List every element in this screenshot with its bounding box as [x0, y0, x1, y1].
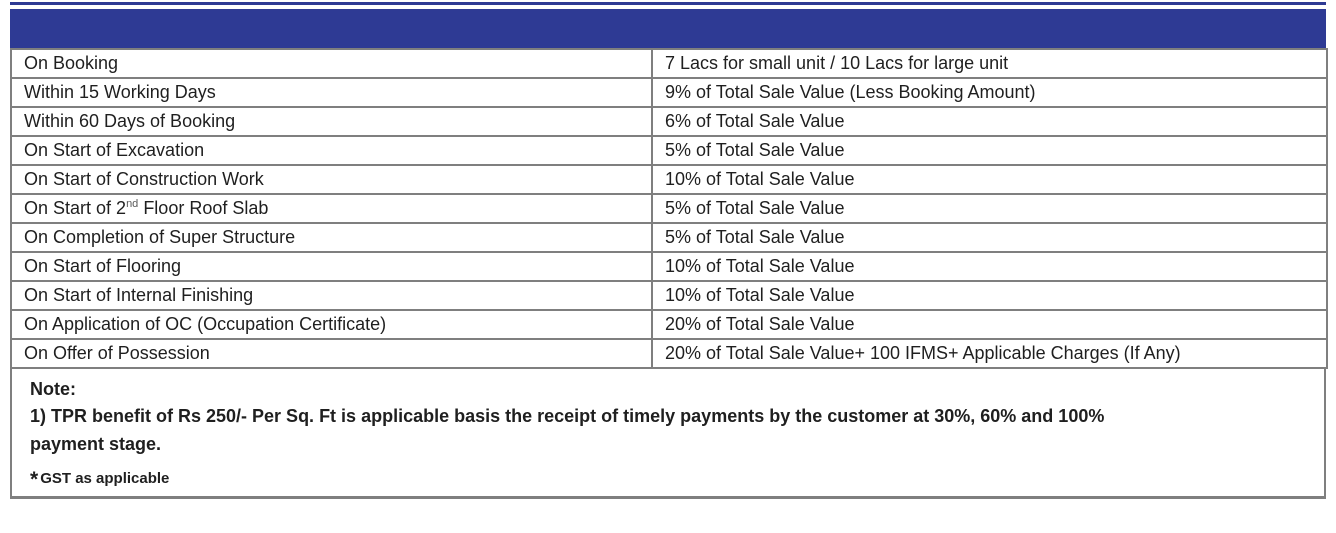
- milestone-cell: On Start of Internal Finishing: [10, 280, 653, 311]
- table-row: On Offer of Possession 20% of Total Sale…: [10, 338, 1328, 369]
- milestone-cell: On Booking: [10, 48, 653, 79]
- note-text-line-1: 1) TPR benefit of Rs 250/- Per Sq. Ft is…: [30, 406, 1105, 426]
- milestone-cell: On Start of Excavation: [10, 135, 653, 166]
- milestone-text: Floor Roof Slab: [138, 198, 269, 219]
- amount-cell: 20% of Total Sale Value+ 100 IFMS+ Appli…: [651, 338, 1328, 369]
- gst-note-text: GST as applicable: [40, 470, 170, 487]
- milestone-cell: On Completion of Super Structure: [10, 222, 653, 253]
- note-text-line-2: payment stage.: [30, 434, 162, 454]
- milestone-cell: On Application of OC (Occupation Certifi…: [10, 309, 653, 340]
- payment-schedule-table: On Booking 7 Lacs for small unit / 10 La…: [10, 48, 1328, 369]
- milestone-text: On Start of 2: [24, 198, 127, 219]
- amount-cell: 5% of Total Sale Value: [651, 222, 1328, 253]
- note-heading: Note:: [30, 379, 76, 399]
- top-rule: [10, 2, 1326, 5]
- gst-note: * GST as applicable: [30, 468, 170, 491]
- amount-cell: 10% of Total Sale Value: [651, 251, 1328, 282]
- milestone-cell: On Offer of Possession: [10, 338, 653, 369]
- table-row: On Application of OC (Occupation Certifi…: [10, 309, 1328, 340]
- table-row: On Booking 7 Lacs for small unit / 10 La…: [10, 48, 1328, 79]
- amount-cell: 5% of Total Sale Value: [651, 193, 1328, 224]
- amount-cell: 9% of Total Sale Value (Less Booking Amo…: [651, 77, 1328, 108]
- milestone-cell: On Start of Flooring: [10, 251, 653, 282]
- note-box: Note: 1) TPR benefit of Rs 250/- Per Sq.…: [10, 367, 1326, 499]
- amount-cell: 10% of Total Sale Value: [651, 280, 1328, 311]
- table-row: On Start of Excavation 5% of Total Sale …: [10, 135, 1328, 166]
- milestone-cell: On Start of Construction Work: [10, 164, 653, 195]
- ordinal-superscript: nd: [126, 198, 139, 211]
- table-row: On Start of Internal Finishing 10% of To…: [10, 280, 1328, 311]
- milestone-cell: Within 15 Working Days: [10, 77, 653, 108]
- table-row: On Start of Construction Work 10% of Tot…: [10, 164, 1328, 195]
- amount-cell: 5% of Total Sale Value: [651, 135, 1328, 166]
- milestone-cell: On Start of 2nd Floor Roof Slab: [10, 193, 653, 224]
- table-row: On Start of Flooring 10% of Total Sale V…: [10, 251, 1328, 282]
- amount-cell: 10% of Total Sale Value: [651, 164, 1328, 195]
- amount-cell: 6% of Total Sale Value: [651, 106, 1328, 137]
- table-row: Within 15 Working Days 9% of Total Sale …: [10, 77, 1328, 108]
- table-row: On Start of 2nd Floor Roof Slab 5% of To…: [10, 193, 1328, 224]
- milestone-cell: Within 60 Days of Booking: [10, 106, 653, 137]
- table-header-bar: [10, 9, 1326, 48]
- table-row: Within 60 Days of Booking 6% of Total Sa…: [10, 106, 1328, 137]
- amount-cell: 20% of Total Sale Value: [651, 309, 1328, 340]
- table-row: On Completion of Super Structure 5% of T…: [10, 222, 1328, 253]
- amount-cell: 7 Lacs for small unit / 10 Lacs for larg…: [651, 48, 1328, 79]
